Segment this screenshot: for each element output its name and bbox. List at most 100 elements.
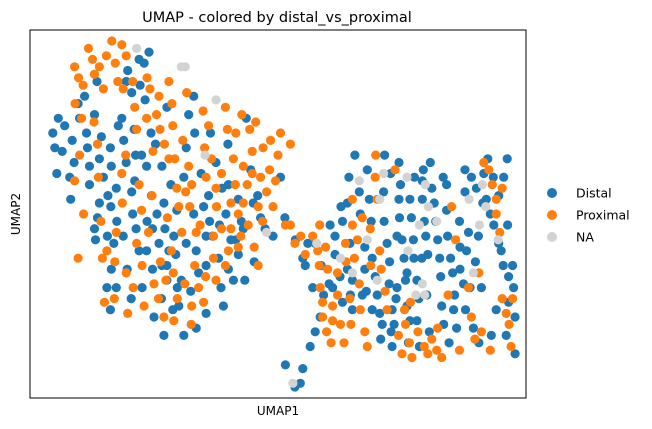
point-proximal [155, 124, 165, 134]
point-proximal [145, 84, 155, 94]
point-proximal [256, 172, 266, 182]
point-proximal [328, 301, 338, 311]
legend-label-proximal: Proximal [576, 208, 630, 223]
point-distal [147, 264, 158, 274]
point-proximal [251, 117, 261, 127]
point-distal [146, 128, 156, 138]
point-proximal [346, 319, 356, 329]
point-na [464, 194, 474, 204]
point-proximal [245, 124, 255, 134]
point-proximal [216, 224, 227, 234]
point-na [493, 235, 503, 245]
point-proximal [285, 220, 295, 230]
point-proximal [73, 253, 83, 263]
point-distal [205, 128, 216, 138]
point-proximal [268, 202, 278, 212]
point-proximal [321, 242, 331, 252]
point-proximal [222, 124, 232, 134]
point-proximal [433, 323, 443, 333]
point-distal [102, 231, 112, 241]
point-distal [362, 165, 372, 175]
point-distal [486, 330, 496, 340]
point-proximal [164, 154, 174, 164]
point-distal [392, 231, 402, 241]
point-distal [421, 231, 431, 241]
point-proximal [182, 88, 192, 98]
point-distal [491, 305, 501, 315]
point-distal [194, 268, 204, 278]
point-proximal [155, 257, 165, 267]
point-proximal [362, 341, 372, 352]
legend-marker-proximal [547, 210, 557, 220]
point-distal [112, 216, 122, 226]
point-distal [488, 172, 498, 182]
point-proximal [258, 216, 268, 226]
point-distal [399, 253, 409, 263]
point-distal [127, 187, 137, 197]
point-distal [140, 95, 150, 105]
points-layer [48, 36, 520, 392]
point-proximal [365, 224, 375, 234]
legend-label-distal: Distal [576, 186, 612, 201]
point-distal [364, 194, 374, 204]
point-distal [337, 216, 348, 226]
point-na [420, 290, 430, 300]
point-proximal [110, 58, 120, 68]
point-distal [460, 305, 471, 315]
point-proximal [211, 275, 221, 285]
point-proximal [237, 110, 247, 120]
point-distal [499, 172, 509, 182]
point-proximal [70, 176, 80, 186]
point-proximal [111, 227, 121, 237]
point-proximal [491, 194, 501, 204]
point-proximal [137, 260, 147, 271]
point-na [200, 150, 210, 160]
point-distal [354, 187, 364, 197]
point-proximal [117, 198, 127, 208]
point-distal [502, 154, 512, 164]
point-proximal [247, 168, 257, 179]
point-proximal [121, 268, 131, 278]
point-distal [127, 88, 137, 98]
point-proximal [375, 246, 385, 256]
point-distal [394, 213, 405, 223]
point-distal [149, 312, 159, 322]
point-proximal [349, 253, 359, 263]
point-distal [89, 110, 100, 120]
point-distal [454, 216, 465, 226]
point-distal [503, 220, 513, 230]
point-na [362, 235, 372, 245]
point-proximal [208, 253, 219, 263]
series-na [132, 43, 503, 388]
point-distal [181, 238, 191, 248]
point-proximal [181, 187, 191, 197]
point-proximal [187, 180, 197, 190]
point-distal [412, 316, 422, 326]
point-distal [402, 268, 412, 278]
point-proximal [168, 268, 178, 278]
point-proximal [405, 297, 415, 307]
point-proximal [360, 327, 370, 337]
point-proximal [211, 183, 221, 193]
point-distal [184, 110, 194, 120]
point-proximal [201, 272, 211, 282]
point-distal [142, 216, 152, 226]
point-proximal [117, 40, 127, 50]
point-distal [330, 231, 340, 241]
point-proximal [323, 264, 333, 274]
point-proximal [347, 194, 357, 204]
point-na [403, 246, 413, 256]
point-distal [48, 128, 58, 138]
point-proximal [318, 297, 328, 307]
point-distal [218, 301, 228, 311]
point-proximal [427, 334, 437, 344]
point-distal [367, 253, 377, 263]
point-proximal [142, 113, 152, 123]
point-distal [96, 132, 106, 142]
point-distal [181, 143, 191, 153]
point-distal [137, 150, 147, 160]
point-proximal [194, 283, 204, 293]
point-distal [300, 260, 310, 271]
point-proximal [151, 110, 162, 120]
point-na [132, 43, 142, 54]
